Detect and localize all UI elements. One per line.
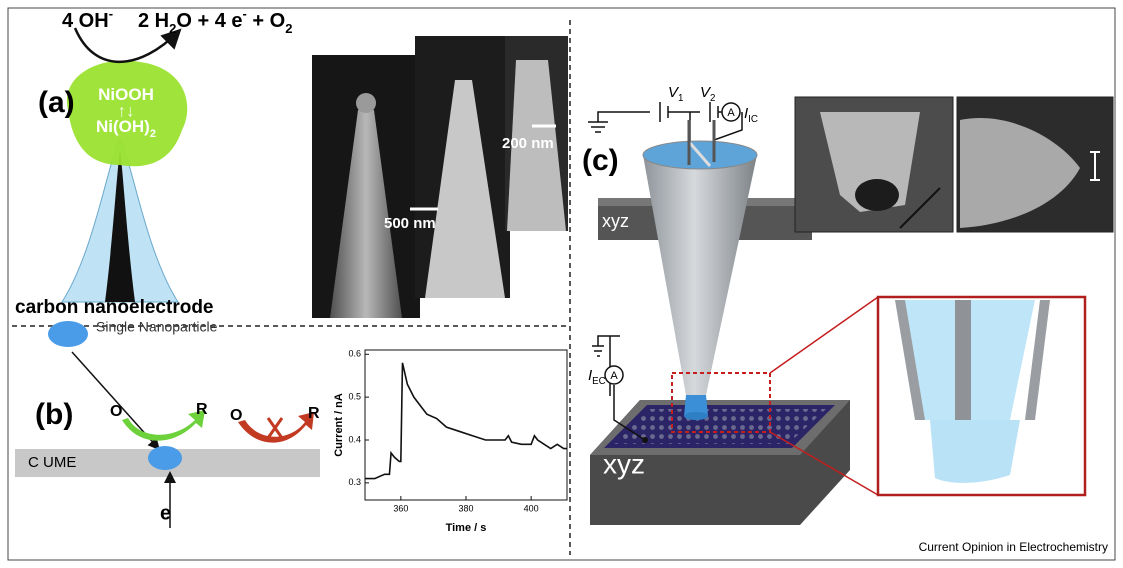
species: NiOOH: [98, 85, 154, 104]
inset-chart: 0.3 0.4 0.5 0.6 360 380 400: [348, 349, 567, 514]
text-part: IC: [748, 114, 758, 125]
text-part: 1: [678, 93, 683, 104]
sem-tip: [356, 93, 376, 113]
text-part: -: [109, 6, 113, 21]
text-part: 4 OH: [62, 10, 109, 32]
zoom-line: [770, 297, 878, 373]
equation: 4 OH-: [62, 6, 113, 32]
scale-label: 500 nm: [384, 215, 436, 232]
label: R: [308, 405, 320, 422]
text-part: O + 4 e: [176, 10, 242, 32]
x-tick-label: 360: [393, 503, 408, 513]
contact: [642, 437, 648, 443]
label: R: [196, 401, 208, 418]
scale-label: 200 nm: [502, 135, 554, 152]
x-tick-label: 400: [524, 503, 539, 513]
ground: [588, 122, 608, 132]
panel-a: ↑↓: [62, 28, 568, 318]
label: xyz: [603, 448, 645, 479]
text-part: 2: [169, 21, 176, 36]
label: V1: [668, 84, 683, 104]
y-tick-label: 0.5: [348, 392, 361, 402]
label: A: [610, 370, 618, 382]
equation: 2 H2O + 4 e- + O2: [138, 6, 292, 36]
label: xyz: [602, 211, 629, 231]
x-tick-label: 380: [458, 503, 473, 513]
plot-frame: [365, 350, 567, 500]
label: e: [160, 502, 171, 524]
label: A: [727, 107, 735, 119]
text-part: Ni(OH): [96, 117, 150, 136]
footer: Current Opinion in Electrochemistry: [919, 540, 1108, 554]
sem-opening: [855, 179, 899, 211]
label: IEC: [588, 367, 606, 387]
text-part: EC: [592, 376, 606, 387]
zoom-septum: [955, 300, 971, 420]
figure: ↑↓ (a) 4 OH- 2 H2O + 4 e- + O2 NiOOH Ni(…: [0, 0, 1123, 568]
cross: [268, 418, 282, 438]
panel-label: (a): [38, 86, 75, 119]
page: ↑↓ (a) 4 OH- 2 H2O + 4 e- + O2 NiOOH Ni(…: [0, 0, 1123, 568]
nanoparticle: [148, 446, 182, 470]
y-tick-label: 0.3: [348, 477, 361, 487]
nanoparticle: [48, 321, 88, 347]
meniscus: [684, 412, 708, 420]
axis-title: Current / nA: [333, 393, 345, 457]
text-part: 2: [150, 128, 156, 140]
label: O: [110, 403, 122, 420]
label: IIC: [744, 105, 758, 125]
panel-label: (c): [582, 144, 619, 177]
y-tick-label: 0.6: [348, 349, 361, 359]
axis-title: Time / s: [446, 522, 487, 534]
panel-c: [588, 97, 1113, 525]
text-part: NiOOH: [98, 85, 154, 104]
reaction-arrow: [122, 410, 205, 441]
text-part: 2: [710, 93, 715, 104]
y-tick-label: 0.4: [348, 434, 361, 444]
arrow: [75, 28, 178, 62]
label: V2: [700, 84, 715, 104]
text-part: + O: [247, 10, 285, 32]
text-part: 2 H: [138, 10, 169, 32]
zoom-meniscus: [930, 420, 1020, 483]
label: O: [230, 407, 242, 424]
label: Single Nanoparticle: [96, 319, 218, 335]
panel-label: (b): [35, 398, 73, 431]
text-part: 2: [285, 21, 292, 36]
caption: carbon nanoelectrode: [15, 297, 214, 318]
label: C UME: [28, 454, 76, 471]
pipette: [643, 155, 757, 395]
